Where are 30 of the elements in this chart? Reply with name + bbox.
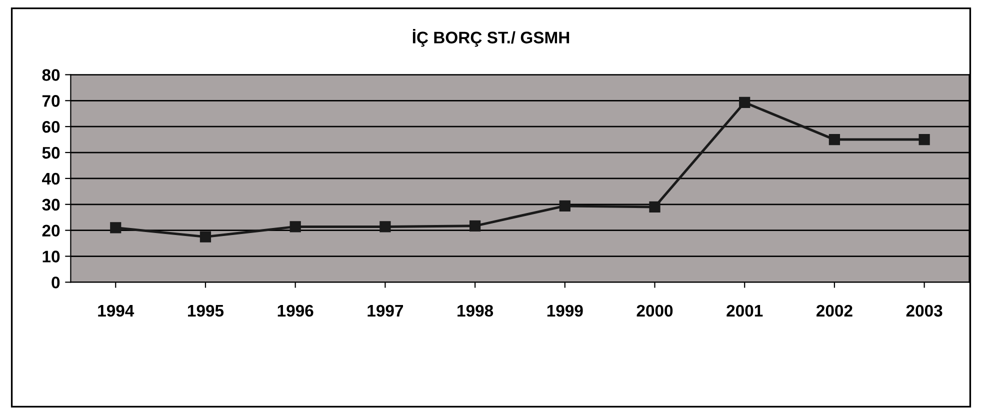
y-tick-label: 60 xyxy=(42,120,60,133)
x-tick-label: 1999 xyxy=(547,304,583,317)
point xyxy=(469,220,481,232)
point xyxy=(110,222,122,234)
y-tick-label: 70 xyxy=(42,95,60,107)
point xyxy=(380,221,391,232)
y-tick-label: 30 xyxy=(42,198,60,211)
point xyxy=(649,201,660,213)
y-tick-label: 50 xyxy=(42,146,60,159)
point xyxy=(918,134,930,146)
y-tick-label: 80 xyxy=(42,69,60,81)
x-tick-label: 1994 xyxy=(98,304,134,317)
x-tick-label: 1998 xyxy=(458,304,494,317)
point xyxy=(290,221,301,232)
y-tick-label: 20 xyxy=(42,224,60,237)
x-tick-label: 2003 xyxy=(906,304,942,317)
y-tick-label: 10 xyxy=(42,250,60,262)
y-tick-label: 0 xyxy=(52,276,60,288)
y-tick-label: 40 xyxy=(42,172,60,185)
chart-title: İÇ BORÇ ST./ GSMH xyxy=(412,29,570,47)
x-tick-label: 2002 xyxy=(816,304,852,317)
x-tick-label: 2001 xyxy=(726,304,763,317)
point xyxy=(200,231,212,242)
point xyxy=(828,134,840,146)
x-tick-label: 2000 xyxy=(636,304,673,317)
x-tick-label: 1996 xyxy=(278,304,314,317)
x-tick-label: 1997 xyxy=(368,304,403,317)
x-tick-label: 1995 xyxy=(188,304,224,317)
point xyxy=(559,200,570,212)
point xyxy=(739,96,750,108)
